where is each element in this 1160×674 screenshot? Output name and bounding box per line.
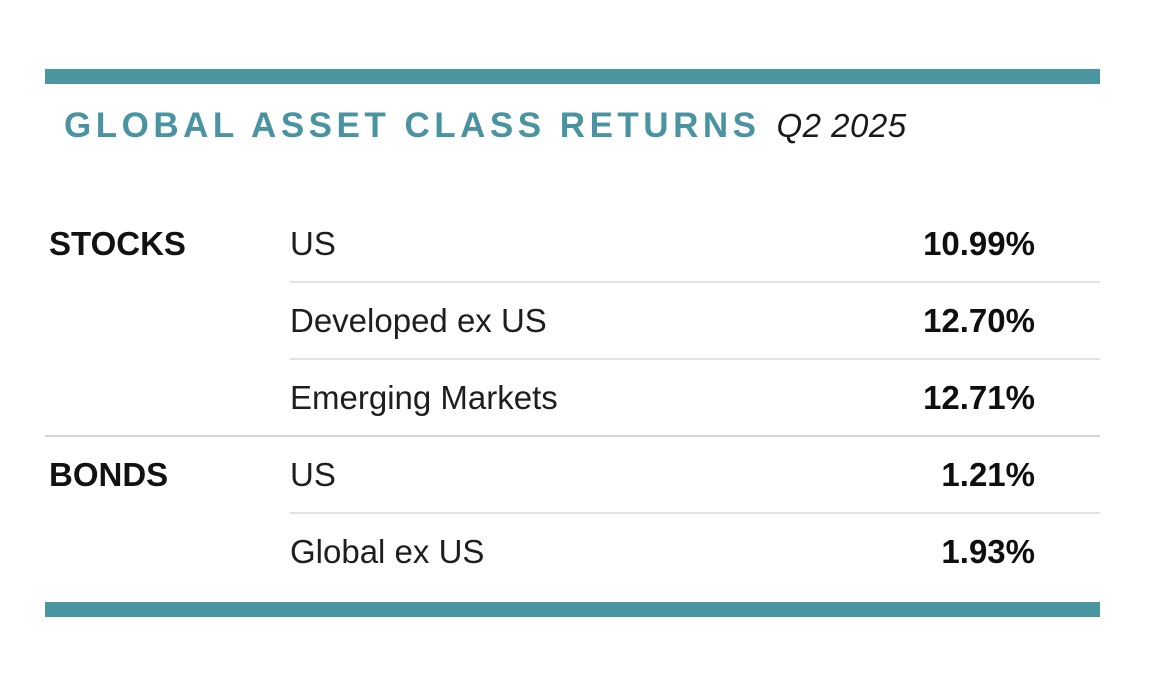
bottom-accent-bar	[45, 602, 1100, 617]
header: GLOBAL ASSET CLASS RETURNS Q2 2025	[64, 106, 907, 146]
asset-label: Developed ex US	[290, 302, 547, 339]
return-value: 1.21%	[941, 456, 1035, 493]
top-accent-bar	[45, 69, 1100, 84]
return-value: 12.71%	[923, 379, 1035, 416]
returns-table: STOCKS US 10.99% Developed ex US 12.70% …	[45, 205, 1100, 590]
group-label: STOCKS	[49, 225, 186, 262]
table-row-bonds-us: BONDS US 1.21%	[45, 436, 1100, 514]
table-row-stocks-developed-ex-us: Developed ex US 12.70%	[45, 282, 1100, 360]
asset-label: US	[290, 456, 336, 493]
return-value: 1.93%	[941, 533, 1035, 570]
table-row-stocks-us: STOCKS US 10.99%	[45, 205, 1100, 283]
group-label: BONDS	[49, 456, 169, 493]
table-row-stocks-emerging-markets: Emerging Markets 12.71%	[45, 359, 1100, 437]
period-label: Q2 2025	[776, 107, 907, 144]
asset-label: Global ex US	[290, 533, 485, 570]
asset-label: Emerging Markets	[290, 379, 558, 416]
return-value: 12.70%	[923, 302, 1035, 339]
table-row-bonds-global-ex-us: Global ex US 1.93%	[45, 513, 1100, 590]
asset-label: US	[290, 225, 336, 262]
page-title: GLOBAL ASSET CLASS RETURNS	[64, 106, 761, 145]
return-value: 10.99%	[923, 225, 1035, 262]
